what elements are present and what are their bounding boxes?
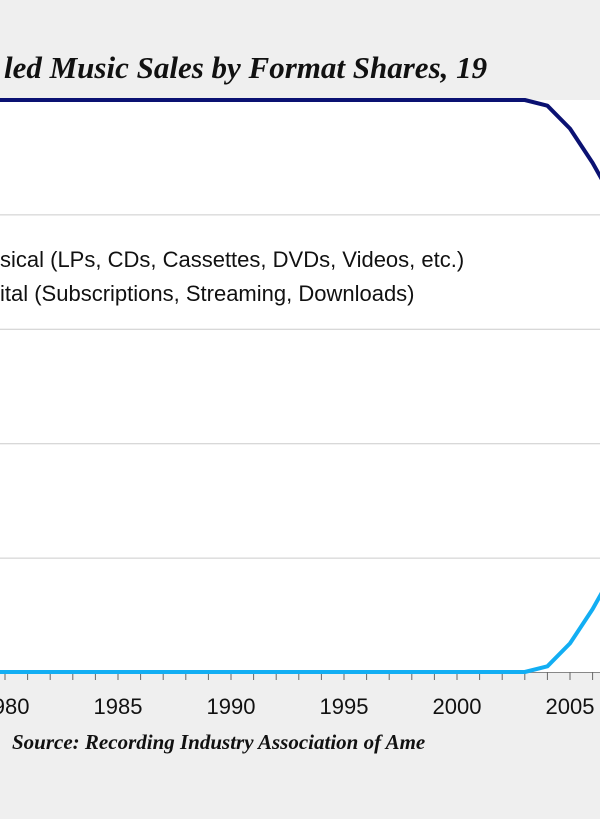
- legend-label-physical: sical (LPs, CDs, Cassettes, DVDs, Videos…: [0, 247, 465, 272]
- legend-label-digital: ital (Subscriptions, Streaming, Download…: [0, 281, 415, 306]
- x-tick-label: 1990: [207, 694, 256, 719]
- x-tick-label: 1995: [320, 694, 369, 719]
- series-lines: [0, 98, 600, 674]
- legend: sical (LPs, CDs, Cassettes, DVDs, Videos…: [0, 244, 464, 312]
- series-line-physical: [0, 98, 600, 181]
- x-tick-label: 1985: [94, 694, 143, 719]
- x-tick-label: 2000: [433, 694, 482, 719]
- plot-area: [0, 100, 600, 672]
- chart-title: led Music Sales by Format Shares, 19: [4, 50, 488, 85]
- gridlines: [0, 214, 600, 559]
- legend-entry-digital: ital (Subscriptions, Streaming, Download…: [0, 278, 464, 312]
- series-line-digital: [0, 591, 600, 674]
- x-tick-label: 2005: [546, 694, 595, 719]
- legend-entry-physical: sical (LPs, CDs, Cassettes, DVDs, Videos…: [0, 244, 464, 278]
- source-note: Source: Recording Industry Association o…: [12, 730, 426, 754]
